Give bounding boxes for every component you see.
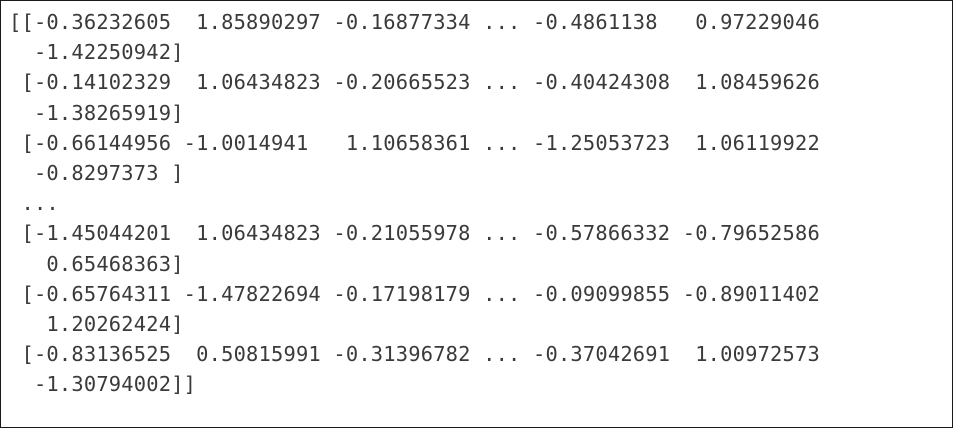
output-line: [[-0.36232605 1.85890297 -0.16877334 ...… bbox=[9, 10, 820, 34]
array-output: [[-0.36232605 1.85890297 -0.16877334 ...… bbox=[9, 7, 820, 399]
output-line: 0.65468363] bbox=[9, 251, 184, 276]
output-line: [-0.14102329 1.06434823 -0.20665523 ... … bbox=[9, 70, 820, 95]
output-line: -1.42250942] bbox=[9, 40, 184, 65]
output-line: ... bbox=[9, 191, 59, 216]
output-line: 1.20262424] bbox=[9, 311, 184, 336]
output-line: [-1.45044201 1.06434823 -0.21055978 ... … bbox=[9, 221, 820, 246]
output-line: -1.30794002]] bbox=[9, 372, 197, 397]
output-line: [-0.65764311 -1.47822694 -0.17198179 ...… bbox=[9, 281, 820, 306]
output-line: [-0.83136525 0.50815991 -0.31396782 ... … bbox=[9, 342, 820, 367]
output-line: -1.38265919] bbox=[9, 100, 184, 125]
output-line: [-0.66144956 -1.0014941 1.10658361 ... -… bbox=[9, 130, 820, 155]
output-line: -0.8297373 ] bbox=[9, 160, 184, 185]
